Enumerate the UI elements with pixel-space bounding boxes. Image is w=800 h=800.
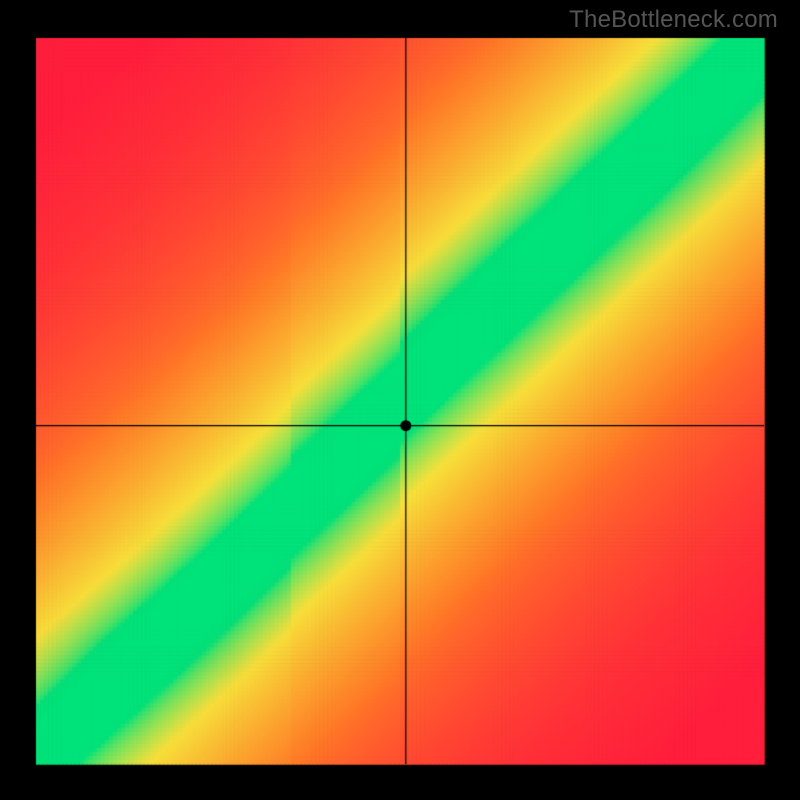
bottleneck-heatmap-canvas — [0, 0, 800, 800]
chart-container: TheBottleneck.com — [0, 0, 800, 800]
watermark-text: TheBottleneck.com — [569, 6, 778, 34]
